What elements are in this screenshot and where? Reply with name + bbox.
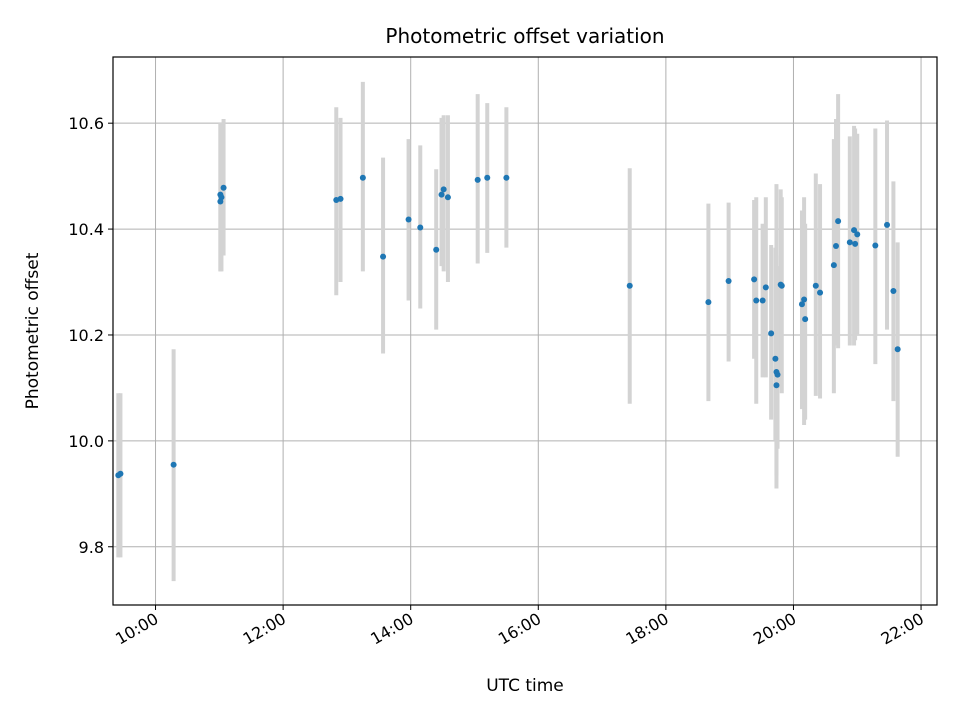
plot-frame: [112, 56, 938, 606]
data-point: [725, 277, 732, 284]
x-tick-label: 14:00: [367, 609, 416, 649]
grid-layer: [113, 57, 937, 605]
y-tick-label: 10.0: [68, 432, 104, 451]
data-point: [117, 470, 124, 477]
y-axis-ticks: 9.8 10.0 10.2 10.4 10.6: [68, 114, 113, 557]
chart-title: Photometric offset variation: [385, 24, 664, 48]
data-point: [832, 243, 839, 250]
data-point: [705, 299, 712, 306]
data-point: [773, 382, 780, 389]
y-tick-label: 10.6: [68, 114, 104, 133]
data-point: [218, 194, 225, 201]
data-point: [830, 262, 837, 269]
data-points-layer: [115, 174, 901, 479]
x-tick-label: 12:00: [240, 609, 289, 649]
data-point: [337, 195, 344, 202]
error-bars-layer: [116, 81, 900, 582]
data-point: [802, 316, 809, 323]
data-point: [846, 239, 853, 246]
data-point: [774, 371, 781, 378]
data-point: [405, 216, 412, 223]
x-tick-label: 16:00: [495, 609, 544, 649]
data-point: [801, 296, 808, 303]
x-tick-label: 22:00: [878, 609, 927, 649]
data-point: [812, 282, 819, 289]
data-point: [751, 276, 758, 283]
data-point: [440, 186, 447, 193]
y-tick-label: 10.4: [68, 220, 104, 239]
x-tick-label: 10:00: [112, 609, 161, 649]
data-point: [835, 218, 842, 225]
data-point: [444, 194, 451, 201]
data-point: [380, 253, 387, 260]
data-point: [890, 288, 897, 295]
data-point: [626, 282, 633, 289]
data-point: [220, 184, 227, 191]
data-point: [817, 289, 824, 296]
x-axis-title: UTC time: [486, 676, 564, 696]
data-point: [474, 176, 481, 183]
data-point: [894, 346, 901, 353]
data-point: [170, 461, 177, 468]
data-point: [433, 246, 440, 253]
data-point: [759, 297, 766, 304]
data-point: [778, 282, 785, 289]
x-tick-label: 20:00: [750, 609, 799, 649]
data-point: [762, 284, 769, 291]
data-point: [438, 191, 445, 198]
data-point: [851, 227, 858, 234]
data-point: [417, 224, 424, 231]
y-axis-title: Photometric offset: [23, 252, 43, 409]
data-point: [753, 297, 760, 304]
data-point: [798, 301, 805, 308]
data-point: [884, 221, 891, 228]
data-point: [359, 174, 366, 181]
x-tick-label: 18:00: [622, 609, 671, 649]
x-axis-ticks: 10:00 12:00 14:00 16:00 18:00 20:00 22:00: [112, 605, 927, 649]
data-point: [768, 330, 775, 337]
data-point: [854, 231, 861, 238]
data-point: [484, 174, 491, 181]
data-point: [503, 174, 510, 181]
data-point: [852, 240, 859, 247]
y-tick-label: 10.2: [68, 326, 104, 345]
y-tick-label: 9.8: [79, 538, 104, 557]
data-point: [872, 242, 879, 249]
data-point: [772, 355, 779, 362]
